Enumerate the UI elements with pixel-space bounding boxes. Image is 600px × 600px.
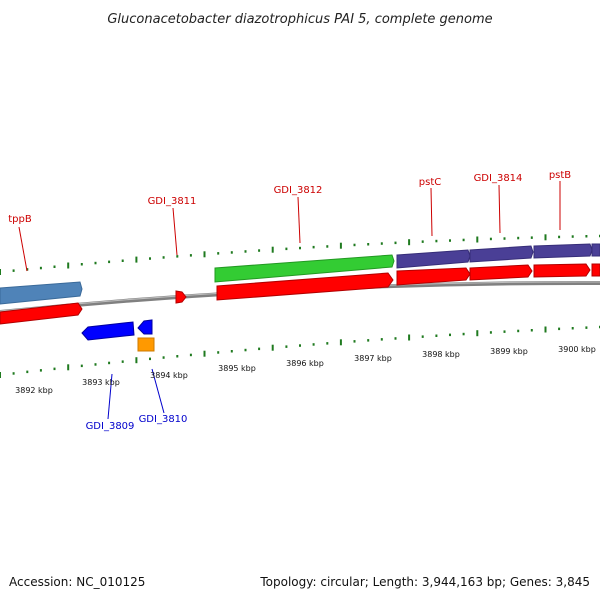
- cds-GDI_3814[interactable]: [469, 264, 533, 281]
- scale-labels: 3892 kbp 3893 kbp 3894 kbp 3895 kbp 3896…: [15, 345, 596, 395]
- forward-gene-labels: tppB GDI_3811 GDI_3812 pstC GDI_3814 pst…: [8, 170, 571, 225]
- scale-label: 3893 kbp: [82, 378, 120, 387]
- genome-summary-text: Topology: circular; Length: 3,944,163 bp…: [259, 575, 590, 589]
- label-GDI_3814[interactable]: GDI_3814: [474, 173, 523, 184]
- leader-GDI_3810: [151, 368, 165, 414]
- orange-feature[interactable]: [137, 337, 155, 352]
- cds-tppB[interactable]: [0, 302, 83, 325]
- label-GDI_3809[interactable]: GDI_3809: [86, 421, 135, 432]
- scale-label: 3898 kbp: [422, 350, 460, 359]
- label-pstB[interactable]: pstB: [549, 170, 571, 181]
- map-title: Gluconacetobacter diazotrophicus PAI 5, …: [107, 12, 492, 27]
- leader-tppB: [18, 226, 28, 272]
- inner-tick-ring: [0, 325, 600, 378]
- gene-pstC[interactable]: [396, 249, 471, 269]
- reverse-gene-track: [81, 319, 155, 352]
- gene-GDI_3812[interactable]: [214, 254, 395, 283]
- cds-GDI_3811[interactable]: [175, 290, 187, 304]
- cds-GDI_3812[interactable]: [216, 272, 394, 301]
- leader-pstC: [430, 187, 433, 237]
- forward-gene-track: [0, 243, 600, 305]
- reverse-gene-labels: GDI_3809 GDI_3810: [86, 414, 188, 432]
- scale-label: 3899 kbp: [490, 347, 528, 356]
- scale-label: 3896 kbp: [286, 359, 324, 368]
- label-GDI_3812[interactable]: GDI_3812: [274, 185, 323, 196]
- scale-label: 3895 kbp: [218, 364, 256, 373]
- label-tppB[interactable]: tppB: [8, 214, 32, 225]
- scale-label: 3897 kbp: [354, 354, 392, 363]
- leader-GDI_3809: [107, 373, 113, 420]
- outer-tick-ring: [0, 234, 600, 275]
- leader-GDI_3811: [172, 207, 178, 256]
- forward-cds-track: [0, 263, 600, 325]
- scale-label: 3900 kbp: [558, 345, 596, 354]
- leader-GDI_3814: [498, 184, 501, 234]
- accession-text: Accession: NC_010125: [9, 575, 145, 589]
- gene-GDI_3814[interactable]: [469, 245, 534, 263]
- scale-label: 3894 kbp: [150, 371, 188, 380]
- gene-GDI_3810[interactable]: [137, 319, 153, 335]
- cds-pstB[interactable]: [533, 263, 591, 278]
- gene-leader-lines: [18, 181, 561, 420]
- scale-label: 3892 kbp: [15, 386, 53, 395]
- gene-tppB[interactable]: [0, 281, 83, 305]
- gene-pstB[interactable]: [533, 243, 593, 259]
- gene-next-forward[interactable]: [591, 243, 600, 257]
- leader-GDI_3812: [297, 196, 301, 244]
- label-GDI_3810[interactable]: GDI_3810: [139, 414, 188, 425]
- gene-GDI_3809[interactable]: [81, 321, 135, 341]
- cds-pstC[interactable]: [396, 267, 471, 286]
- label-pstC[interactable]: pstC: [419, 177, 441, 188]
- cds-next-forward[interactable]: [591, 263, 600, 277]
- label-GDI_3811[interactable]: GDI_3811: [148, 196, 197, 207]
